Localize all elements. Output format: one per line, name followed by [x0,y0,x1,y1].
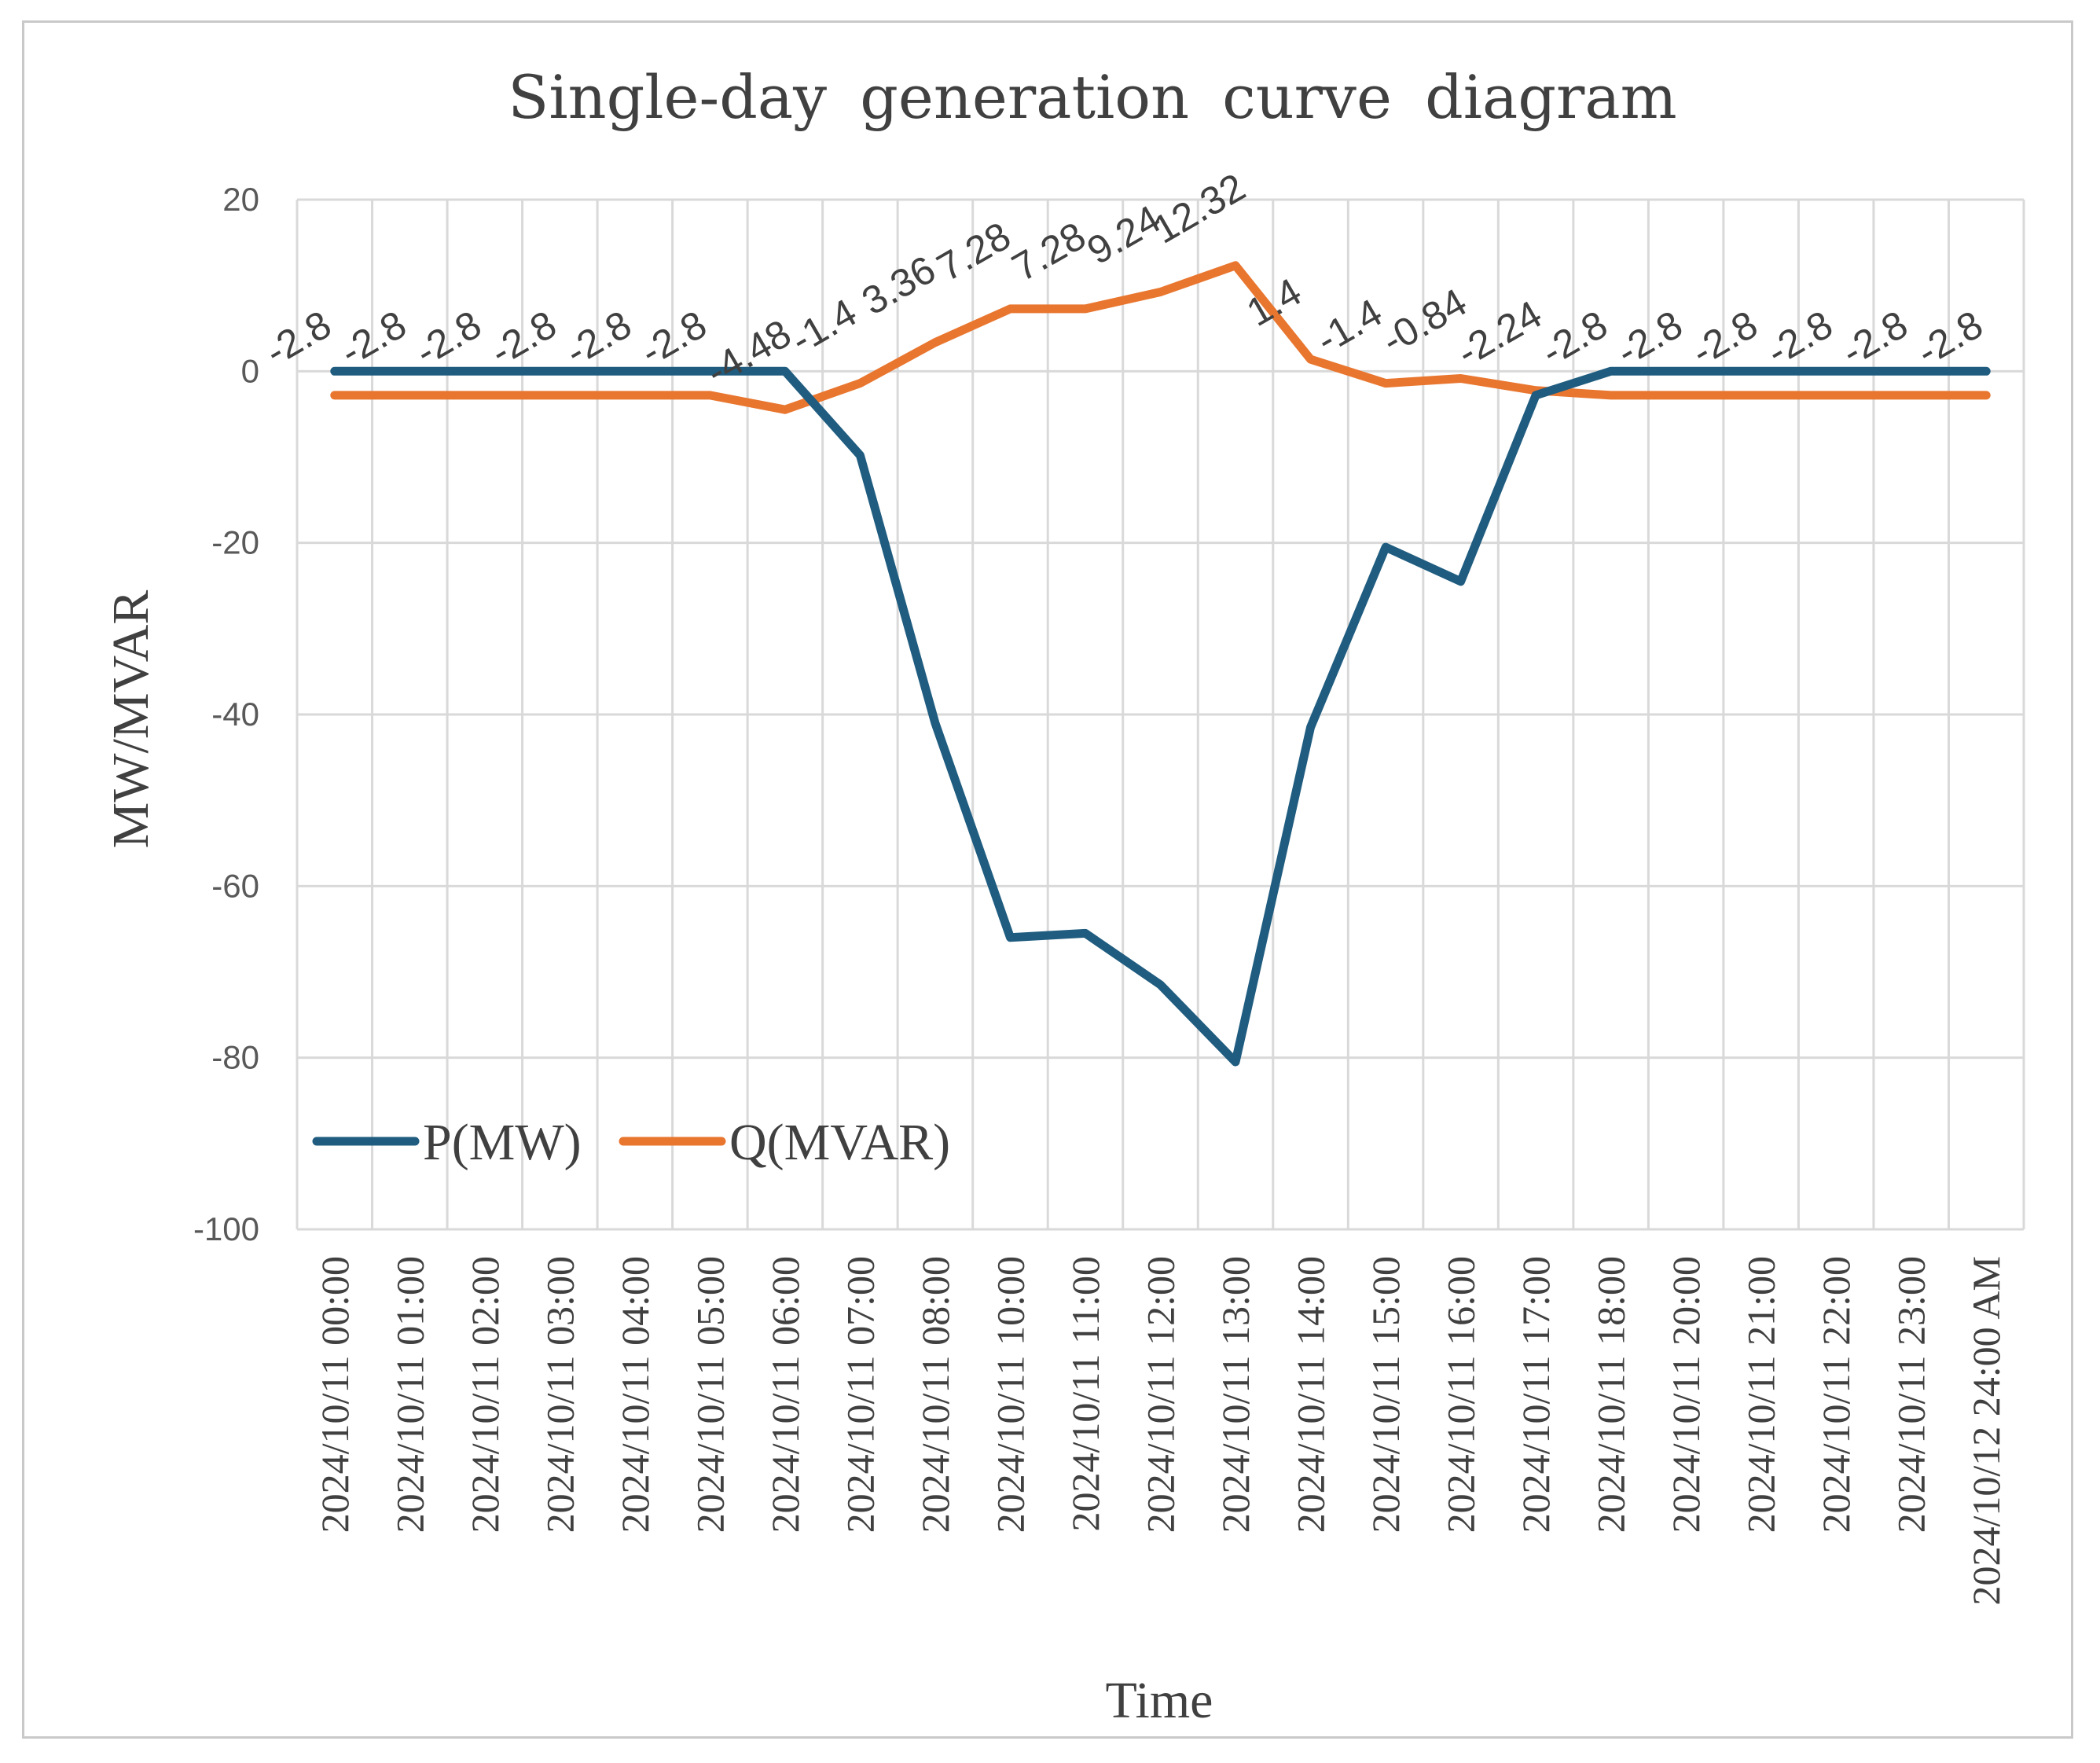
series-line-p [330,366,1991,1067]
x-tick-label: 2024/10/11 21:00 [1739,1256,1783,1533]
data-label-q: -2.8 [258,302,339,374]
chart-title: Single-day generation curve diagram [508,62,1676,132]
x-tick-label: 2024/10/12 24:00 AM [1964,1256,2008,1605]
x-tick-label: 2024/10/11 20:00 [1664,1256,1708,1533]
x-tick-label: 2024/10/11 16:00 [1439,1256,1483,1533]
legend-label-q: Q(MVAR) [729,1114,950,1171]
data-label-q: -2.8 [483,302,564,374]
y-tick-label: -60 [211,867,259,904]
y-tick-label: -80 [211,1039,259,1076]
series-lines [330,261,1991,1067]
data-label-q: -2.8 [633,302,714,374]
data-label-q: -2.8 [1834,302,1915,374]
data-label-q: -2.8 [1684,302,1765,374]
x-tick-label: 2024/10/11 04:00 [613,1256,657,1533]
legend: P(MW) Q(MVAR) [312,1114,950,1171]
x-tick-label: 2024/10/11 14:00 [1289,1256,1333,1533]
data-label-q: -2.8 [1534,302,1615,374]
x-tick-label: 2024/10/11 03:00 [538,1256,582,1533]
x-tick-label: 2024/10/11 05:00 [688,1256,732,1533]
x-tick-label: 2024/10/11 07:00 [838,1256,882,1533]
grid [296,198,2025,1231]
x-tick-label: 2024/10/11 02:00 [463,1256,507,1533]
x-tick-label: 2024/10/11 17:00 [1514,1256,1558,1533]
x-tick-label: 2024/10/11 10:00 [988,1256,1032,1533]
data-label-q: -2.8 [1909,302,1990,374]
x-tick-label: 2024/10/11 23:00 [1889,1256,1933,1533]
x-axis-title: Time [1106,1672,1213,1729]
y-tick-label: -40 [211,696,259,733]
x-tick-label: 2024/10/11 13:00 [1213,1256,1257,1533]
legend-label-p: P(MW) [423,1114,582,1171]
data-label-q: -2.8 [332,302,413,374]
x-tick-label: 2024/10/11 08:00 [913,1256,957,1533]
data-label-q: -1.4 [784,290,865,362]
x-tick-label: 2024/10/11 01:00 [387,1256,431,1533]
y-tick-label: -20 [211,524,259,561]
y-axis-title: MW/MVAR [102,590,160,849]
data-label-q: -2.8 [1609,302,1690,374]
y-tick-label: 20 [222,181,259,218]
x-tick-label: 2024/10/11 12:00 [1139,1256,1183,1533]
x-tick-label: 2024/10/11 15:00 [1364,1256,1408,1533]
x-axis: 2024/10/11 00:00 2024/10/11 01:00 2024/10/… [313,1256,2008,1605]
x-tick-label: 2024/10/11 06:00 [763,1256,807,1533]
x-tick-label: 2024/10/11 18:00 [1589,1256,1633,1533]
y-axis: 20 0 -20 -40 -60 -80 -100 [193,181,259,1247]
x-tick-label: 2024/10/11 11:00 [1063,1256,1107,1531]
y-tick-label: -100 [193,1210,259,1247]
data-label-q: -2.8 [1759,302,1840,374]
data-label-q: -2.8 [408,302,489,374]
x-tick-label: 2024/10/11 00:00 [313,1256,357,1533]
x-tick-label: 2024/10/11 22:00 [1814,1256,1858,1533]
y-tick-label: 0 [241,352,259,389]
data-label-q: -2.8 [558,302,639,374]
